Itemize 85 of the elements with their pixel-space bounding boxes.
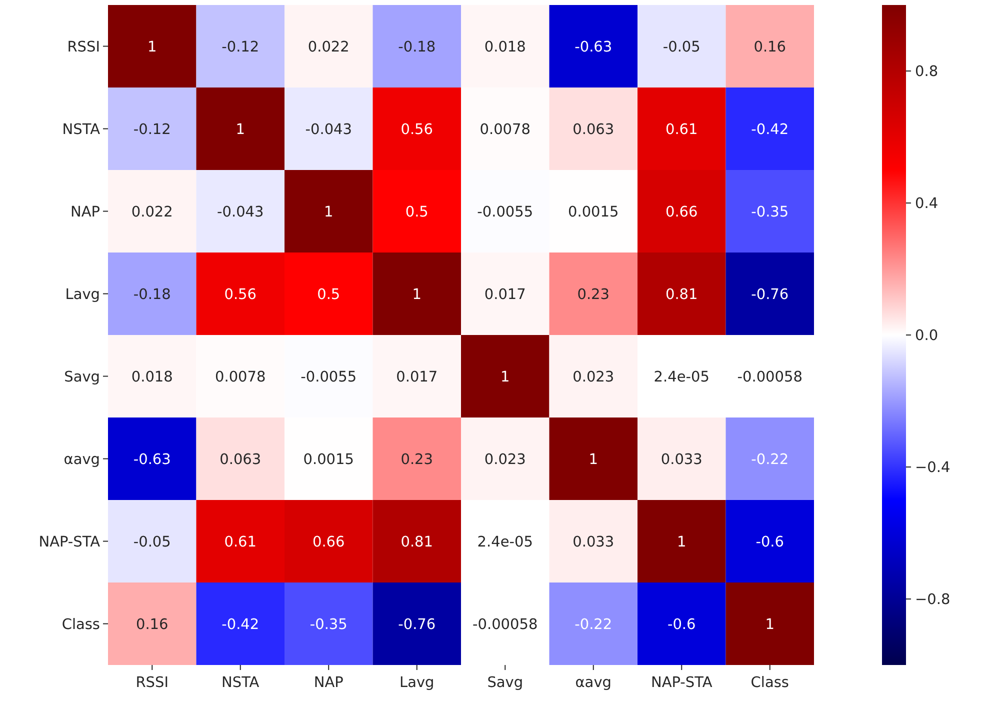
data-label: 0.017 xyxy=(484,286,526,303)
y-tick-label: Savg xyxy=(64,369,100,386)
y-tick-label: NAP-STA xyxy=(38,534,100,550)
data-label: 0.61 xyxy=(224,534,257,550)
data-label: 1 xyxy=(148,39,157,56)
data-label: -0.18 xyxy=(398,39,436,56)
data-label: -0.043 xyxy=(217,204,264,220)
data-label: 0.81 xyxy=(400,534,434,550)
data-label: 0.66 xyxy=(665,204,698,220)
data-label: 0.018 xyxy=(131,369,173,386)
data-label: 1 xyxy=(324,204,334,220)
data-label: -0.42 xyxy=(751,122,789,138)
data-label: 0.16 xyxy=(136,616,168,633)
x-tick-label: NAP xyxy=(314,675,344,691)
data-label: 0.81 xyxy=(665,286,698,303)
data-label: 0.56 xyxy=(400,122,434,138)
data-label: -0.05 xyxy=(133,534,171,550)
data-label: 0.0015 xyxy=(303,452,354,468)
data-label: 0.022 xyxy=(308,39,350,56)
x-tick-label: Class xyxy=(750,675,789,691)
data-label: -0.63 xyxy=(133,452,171,468)
data-label: 0.56 xyxy=(224,286,257,303)
y-tick-label: RSSI xyxy=(67,39,100,56)
data-label: 1 xyxy=(500,369,510,386)
y-tick-label: NAP xyxy=(70,204,100,220)
data-label: 0.0078 xyxy=(480,122,530,138)
data-label: -0.0055 xyxy=(477,204,534,220)
data-label: 0.022 xyxy=(131,204,173,220)
data-label: 0.23 xyxy=(577,286,610,303)
color-bar-label: −0.4 xyxy=(915,460,950,476)
x-tick-label: Lavg xyxy=(400,675,434,691)
data-label: 0.16 xyxy=(754,39,786,56)
color-bar-label: 0.4 xyxy=(915,196,938,212)
data-label: 0.018 xyxy=(484,39,526,56)
data-label: 0.063 xyxy=(220,452,262,468)
data-label: 0.0078 xyxy=(215,369,266,386)
y-tick-label: Class xyxy=(62,616,100,633)
data-label: 0.033 xyxy=(572,534,614,550)
data-label: -0.12 xyxy=(133,122,171,138)
data-label: 0.61 xyxy=(665,122,698,138)
data-label: 1 xyxy=(588,452,598,468)
data-label: 1 xyxy=(677,534,686,550)
data-label: 2.4e-05 xyxy=(654,369,710,386)
x-tick-label: NAP-STA xyxy=(650,675,712,691)
data-label: 0.66 xyxy=(312,534,345,550)
y-tick-label: NSTA xyxy=(62,122,100,138)
data-label: -0.6 xyxy=(667,616,696,633)
data-label: -0.35 xyxy=(751,204,789,220)
data-label: 1 xyxy=(412,286,422,303)
x-tick-label: RSSI xyxy=(136,675,169,691)
data-label: 0.0015 xyxy=(568,204,619,220)
color-bar-label: −0.8 xyxy=(915,592,950,608)
data-label: -0.63 xyxy=(574,39,612,56)
x-tick-label: αavg xyxy=(575,675,612,691)
data-label: -0.12 xyxy=(222,39,260,56)
x-tick-label: NSTA xyxy=(222,675,260,691)
data-label: -0.18 xyxy=(133,286,171,303)
data-label: -0.043 xyxy=(305,122,352,138)
data-label: 2.4e-05 xyxy=(477,534,533,550)
data-label: 1 xyxy=(236,122,245,138)
y-tick-label: αavg xyxy=(64,452,100,468)
data-label: 0.23 xyxy=(400,452,434,468)
data-label: 0.023 xyxy=(484,452,526,468)
data-label: 1 xyxy=(765,616,774,633)
data-label: -0.6 xyxy=(756,534,784,550)
x-tick-label: Savg xyxy=(487,675,524,691)
color-bar-label: 0.8 xyxy=(915,64,938,80)
data-label: 0.063 xyxy=(572,122,614,138)
data-label: -0.05 xyxy=(662,39,700,56)
color-bar-label: 0.0 xyxy=(915,328,938,344)
data-label: -0.35 xyxy=(310,616,348,633)
data-label: -0.00058 xyxy=(737,369,802,386)
data-label: -0.42 xyxy=(222,616,260,633)
data-label: 0.5 xyxy=(405,204,428,220)
data-label: 0.033 xyxy=(660,452,702,468)
data-label: -0.0055 xyxy=(300,369,357,386)
y-tick-label: Lavg xyxy=(65,286,100,303)
data-label: 0.5 xyxy=(317,286,340,303)
data-label: -0.22 xyxy=(574,616,612,633)
data-label: -0.22 xyxy=(751,452,789,468)
data-label: 0.023 xyxy=(572,369,614,386)
data-label: 0.017 xyxy=(396,369,438,386)
data-label: -0.76 xyxy=(751,286,789,303)
data-label: -0.00058 xyxy=(472,616,538,633)
data-label: -0.76 xyxy=(398,616,436,633)
